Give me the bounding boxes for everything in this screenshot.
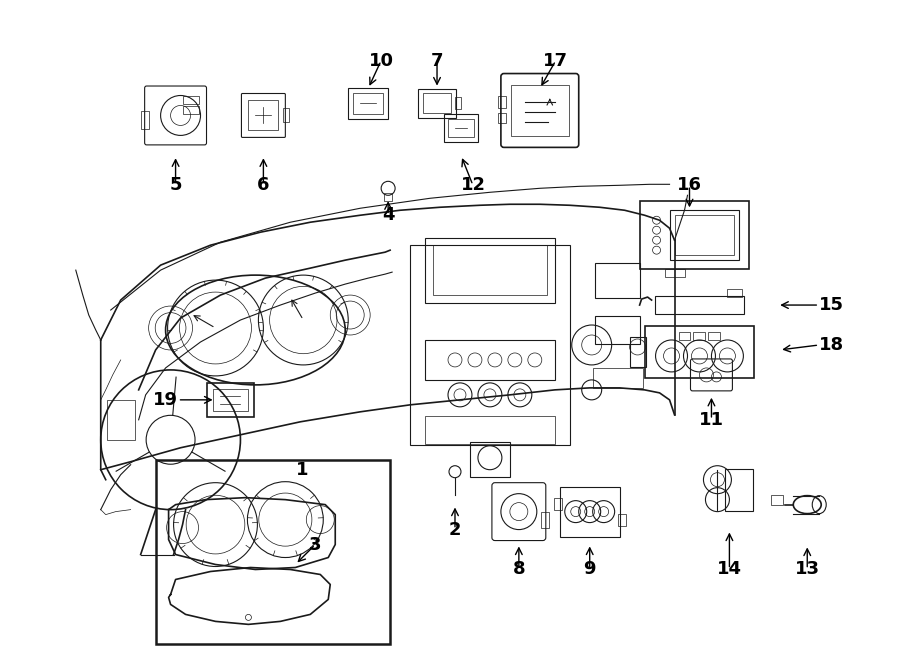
Text: 15: 15 xyxy=(819,296,844,314)
Bar xyxy=(433,245,547,295)
Bar xyxy=(708,332,720,340)
Bar xyxy=(541,512,549,527)
Text: 18: 18 xyxy=(819,336,844,354)
Bar xyxy=(455,97,461,110)
Bar xyxy=(630,337,645,367)
Bar xyxy=(183,106,199,114)
Bar xyxy=(595,262,640,297)
Text: 9: 9 xyxy=(583,561,596,578)
Bar xyxy=(448,120,474,137)
Bar xyxy=(725,469,753,510)
Bar xyxy=(348,87,388,120)
Bar xyxy=(284,108,289,122)
Bar xyxy=(679,332,690,340)
Bar xyxy=(654,296,744,314)
Bar xyxy=(727,289,742,297)
Text: 14: 14 xyxy=(717,561,742,578)
Text: 16: 16 xyxy=(677,176,702,194)
Text: 5: 5 xyxy=(169,176,182,194)
Bar xyxy=(560,486,619,537)
Bar xyxy=(595,316,640,344)
Bar xyxy=(498,114,506,124)
Bar xyxy=(670,210,740,260)
Bar xyxy=(418,89,456,118)
Bar xyxy=(644,326,754,378)
Text: 11: 11 xyxy=(699,411,724,429)
Text: 13: 13 xyxy=(795,561,820,578)
Text: 10: 10 xyxy=(369,52,393,69)
Bar xyxy=(410,245,570,445)
Text: 7: 7 xyxy=(431,52,444,69)
Bar xyxy=(664,269,685,277)
Bar xyxy=(248,100,278,130)
Text: 17: 17 xyxy=(544,52,568,69)
Bar xyxy=(425,416,554,444)
Bar xyxy=(425,340,554,380)
Bar xyxy=(640,201,750,269)
Text: 6: 6 xyxy=(257,176,270,194)
Bar xyxy=(156,460,390,644)
Bar xyxy=(470,442,510,477)
Bar xyxy=(498,97,506,108)
Bar xyxy=(212,389,248,411)
Bar xyxy=(617,514,626,525)
Bar xyxy=(140,112,148,130)
Bar xyxy=(183,97,199,104)
Bar xyxy=(423,93,451,114)
Text: 2: 2 xyxy=(449,521,461,539)
Bar xyxy=(511,85,569,136)
Bar xyxy=(425,238,554,303)
Bar xyxy=(206,383,255,417)
Text: 12: 12 xyxy=(461,176,485,194)
Bar xyxy=(353,93,383,114)
Bar xyxy=(694,332,706,340)
Text: 8: 8 xyxy=(512,561,526,578)
Bar xyxy=(674,215,734,255)
Bar xyxy=(444,114,479,142)
Text: 3: 3 xyxy=(309,535,321,553)
Text: 1: 1 xyxy=(296,461,309,479)
Text: 4: 4 xyxy=(382,206,394,224)
Bar xyxy=(554,498,562,510)
Bar xyxy=(384,193,392,201)
Bar xyxy=(771,494,783,504)
Text: 19: 19 xyxy=(153,391,177,409)
Bar xyxy=(107,400,135,440)
Bar xyxy=(593,368,643,388)
